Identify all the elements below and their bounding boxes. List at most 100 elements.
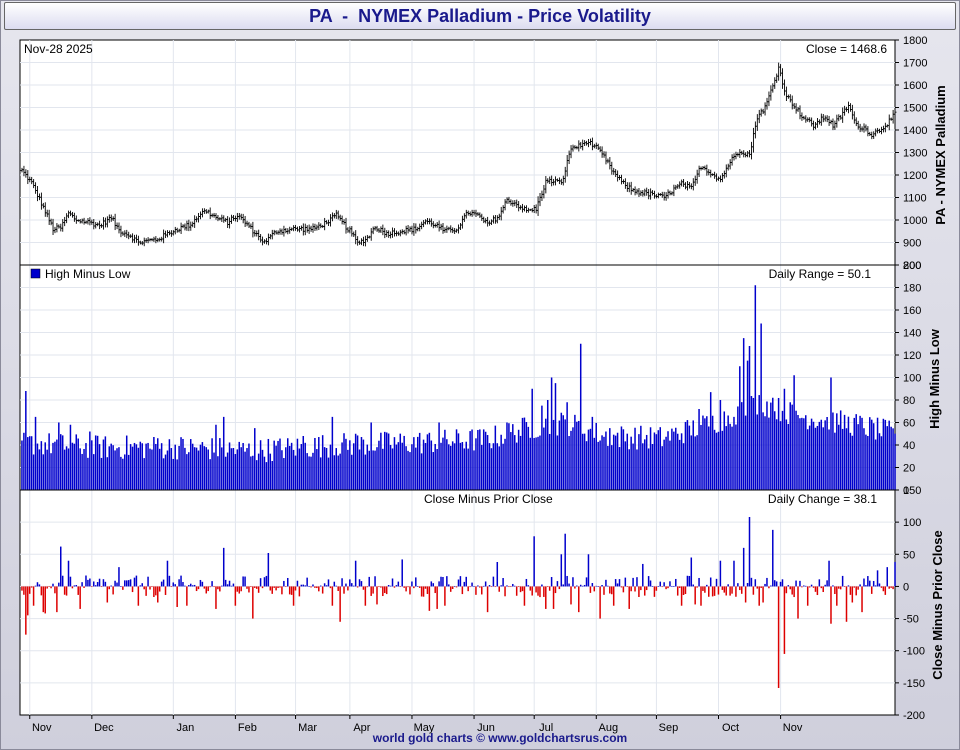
range-bar <box>675 427 677 490</box>
range-bar <box>174 444 176 490</box>
change-bar <box>219 586 221 592</box>
range-bar <box>678 439 681 490</box>
x-tick-label: Nov <box>783 722 803 734</box>
change-bar <box>465 576 467 587</box>
chart-title-bar: PA - NYMEX Palladium - Price Volatility <box>4 2 956 30</box>
range-bar <box>411 444 413 490</box>
change-bar <box>678 586 681 588</box>
change-bar <box>416 586 419 587</box>
y-tick-label: 180 <box>903 283 921 295</box>
range-bar <box>552 419 555 490</box>
change-bar <box>723 586 726 593</box>
change-bar <box>754 579 757 587</box>
range-bar <box>593 437 596 490</box>
change-bar <box>238 586 240 594</box>
range-bar <box>331 416 334 490</box>
change-bar <box>795 580 797 587</box>
range-bar <box>79 448 81 490</box>
change-bar <box>597 586 599 587</box>
change-bar <box>737 583 739 587</box>
range-bar <box>341 442 343 490</box>
change-bar <box>768 586 770 589</box>
range-bar <box>523 417 526 490</box>
change-bar <box>407 586 409 588</box>
change-value-label: Daily Change = 38.1 <box>768 492 877 506</box>
change-bar <box>325 585 328 587</box>
x-tick-label: Jul <box>539 722 553 734</box>
range-bar <box>808 425 811 490</box>
range-bar <box>787 423 790 490</box>
change-bar <box>461 586 464 595</box>
range-bar <box>535 437 537 490</box>
change-bar <box>857 586 859 590</box>
range-bar <box>438 422 440 490</box>
change-bar <box>746 582 749 587</box>
change-bar <box>878 583 881 587</box>
change-bar <box>729 586 731 596</box>
range-bar <box>451 441 454 490</box>
change-bar <box>711 586 714 597</box>
change-bar <box>832 585 834 587</box>
range-bar <box>364 454 367 490</box>
change-bar <box>523 586 526 606</box>
range-bar <box>894 433 896 490</box>
change-bar <box>108 586 111 590</box>
range-bar <box>467 448 469 490</box>
range-bar <box>826 417 828 490</box>
range-bar <box>884 419 887 490</box>
x-tick-label: Feb <box>238 722 257 734</box>
range-bar <box>770 402 772 490</box>
range-bar <box>706 416 708 490</box>
change-bar <box>337 586 339 591</box>
range-bar <box>211 438 213 490</box>
range-bar <box>60 434 62 490</box>
range-bar <box>469 431 471 490</box>
range-bar <box>122 458 124 490</box>
range-bar <box>362 439 365 490</box>
range-bar <box>372 450 374 490</box>
change-bar <box>124 580 126 587</box>
change-bar <box>213 586 215 588</box>
range-bar <box>374 450 376 490</box>
change-bar <box>669 581 671 587</box>
range-bar <box>642 443 644 490</box>
range-bar <box>832 412 834 490</box>
change-bar <box>151 586 153 588</box>
change-bar <box>591 583 594 587</box>
range-bar <box>87 457 89 490</box>
range-bar <box>409 452 411 490</box>
range-bar <box>482 429 485 490</box>
range-bar <box>197 450 200 490</box>
range-bar <box>257 453 260 490</box>
range-bar <box>863 428 865 490</box>
range-bar <box>54 441 56 490</box>
change-bar <box>863 578 865 587</box>
range-bar <box>463 448 466 490</box>
range-bar <box>48 433 50 490</box>
change-bar <box>764 583 766 587</box>
range-bar <box>510 432 512 490</box>
range-bar <box>110 443 112 490</box>
change-bar <box>463 581 466 587</box>
y-tick-label: 1500 <box>903 103 927 115</box>
change-bar <box>112 586 114 595</box>
change-bar <box>296 580 299 587</box>
change-bar <box>886 567 888 587</box>
change-bar <box>541 584 543 587</box>
range-bar <box>325 447 328 490</box>
change-bar <box>372 586 374 594</box>
range-bar <box>764 416 766 490</box>
change-bar <box>872 580 875 587</box>
change-bar <box>686 575 689 587</box>
range-bar <box>727 415 729 490</box>
change-bar <box>634 586 636 592</box>
change-bar <box>593 586 596 592</box>
range-bar <box>878 433 881 490</box>
range-bar <box>312 452 314 490</box>
range-bar <box>595 422 597 490</box>
range-bar <box>158 448 161 490</box>
change-bar <box>75 585 78 587</box>
change-bar <box>98 578 101 587</box>
range-bar <box>556 435 559 490</box>
range-bar <box>255 460 258 490</box>
